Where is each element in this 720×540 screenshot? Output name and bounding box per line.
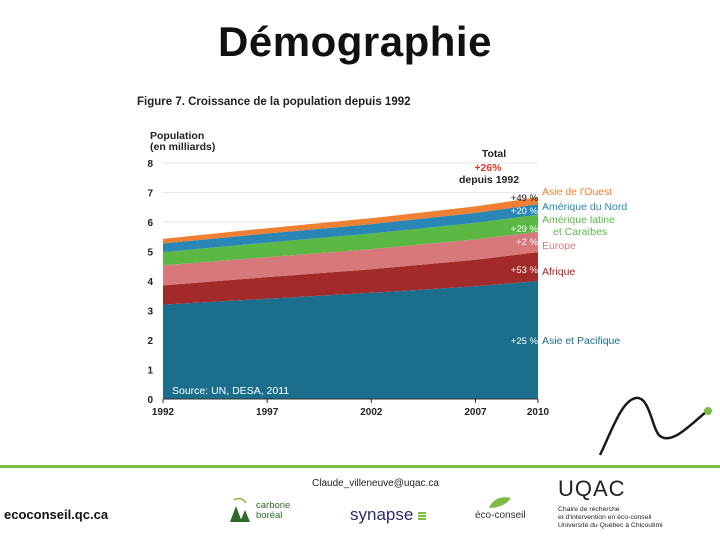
population-chart: 0 1 2 3 4 5 6 7 8 1992 1997 2002 2007 2010 Population(… bbox=[147, 130, 712, 456]
source-note: Source: UN, DESA, 2011 bbox=[172, 385, 289, 397]
area-series-1 bbox=[163, 281, 538, 399]
footer-site-link[interactable]: ecoconseil.qc.ca bbox=[4, 507, 109, 522]
y-tick-label: 5 bbox=[147, 248, 153, 259]
y-axis-title: Population (en milliards) bbox=[150, 130, 215, 153]
x-tick-label: 1992 bbox=[152, 407, 175, 418]
area-series-4 bbox=[163, 214, 538, 266]
y-tick-label: 1 bbox=[147, 366, 153, 377]
swoosh-decoration bbox=[598, 396, 707, 456]
y-tick-label: 7 bbox=[147, 189, 153, 200]
series-name-label: Amérique latine et Caraïbes bbox=[542, 214, 615, 238]
total-subheader: depuis 1992 bbox=[459, 174, 519, 186]
y-tick-label: 8 bbox=[147, 159, 153, 170]
y-tick-label: 3 bbox=[147, 307, 153, 318]
footer-divider bbox=[0, 465, 720, 468]
uqac-subtitle: Chaire de recherche et d'intervention en… bbox=[558, 506, 663, 529]
series-name-label: Asie et Pacifique bbox=[542, 335, 620, 347]
area-series-5 bbox=[163, 204, 538, 253]
leaf-icon bbox=[489, 497, 512, 508]
area-series-3 bbox=[163, 231, 538, 286]
series-name-label: Asie de l'Ouest bbox=[542, 186, 612, 198]
series-change-label: +53 % bbox=[511, 265, 539, 276]
carbone-boreal-text: carbone boréal bbox=[256, 500, 291, 521]
synapse-text: synapse bbox=[350, 505, 414, 524]
series-change-label: +29 % bbox=[511, 224, 539, 235]
total-header: Total bbox=[482, 148, 506, 160]
series-name-label: Amérique du Nord bbox=[542, 201, 627, 213]
x-tick-label: 1997 bbox=[256, 407, 279, 418]
figure-title: Figure 7. Croissance de la population de… bbox=[137, 96, 411, 108]
tree-icon bbox=[230, 497, 250, 522]
area-series-2 bbox=[163, 252, 538, 305]
y-tick-label: 0 bbox=[147, 395, 153, 406]
bars-icon bbox=[418, 512, 427, 520]
series-name-label: Europe bbox=[542, 240, 576, 252]
footer-email[interactable]: Claude_villeneuve@uqac.ca bbox=[312, 478, 439, 489]
area-series-6 bbox=[163, 197, 538, 244]
slide-title: Démographie bbox=[218, 18, 492, 65]
x-tick-label: 2007 bbox=[464, 407, 487, 418]
series-change-label: +20 % bbox=[511, 206, 539, 217]
x-tick-label: 2002 bbox=[360, 407, 383, 418]
y-tick-label: 6 bbox=[147, 218, 153, 229]
x-tick-label: 2010 bbox=[527, 407, 550, 418]
series-change-label: +2 % bbox=[516, 237, 538, 248]
total-change: +26% bbox=[474, 162, 502, 174]
uqac-logo: UQAC Chaire de recherche et d'interventi… bbox=[558, 476, 663, 530]
synapse-logo: synapse bbox=[350, 505, 427, 525]
y-tick-label: 2 bbox=[147, 336, 153, 347]
eco-conseil-text: éco-conseil bbox=[475, 510, 526, 521]
series-change-label: +25 % bbox=[511, 336, 539, 347]
series-name-label: Afrique bbox=[542, 266, 575, 278]
uqac-name: UQAC bbox=[558, 476, 626, 501]
carbone-boreal-logo: carbone boréal bbox=[228, 496, 290, 526]
green-dot-decoration bbox=[704, 407, 712, 415]
series-change-label: +49 % bbox=[511, 193, 539, 204]
eco-conseil-logo: éco-conseil bbox=[475, 494, 526, 521]
y-tick-label: 4 bbox=[147, 277, 153, 288]
